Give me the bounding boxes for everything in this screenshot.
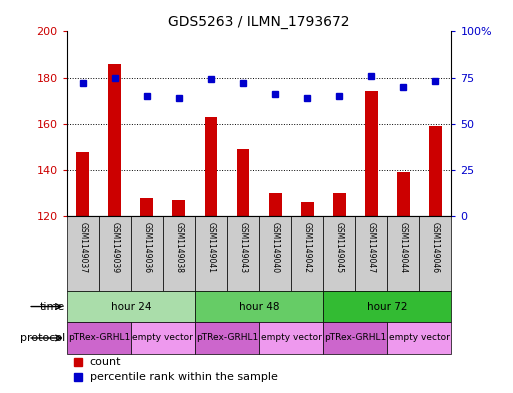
Text: GSM1149037: GSM1149037 — [78, 222, 87, 273]
Bar — [108, 64, 121, 216]
Text: GSM1149043: GSM1149043 — [239, 222, 248, 273]
Text: pTRex-GRHL1: pTRex-GRHL1 — [324, 334, 386, 342]
Bar — [355, 216, 387, 291]
Text: pTRex-GRHL1: pTRex-GRHL1 — [68, 334, 130, 342]
Bar — [323, 216, 355, 291]
Text: GSM1149039: GSM1149039 — [110, 222, 120, 273]
Text: GSM1149046: GSM1149046 — [431, 222, 440, 273]
Text: empty vector: empty vector — [132, 334, 193, 342]
Bar — [205, 117, 218, 216]
Text: GSM1149036: GSM1149036 — [142, 222, 151, 273]
Bar — [172, 200, 185, 216]
Text: percentile rank within the sample: percentile rank within the sample — [90, 372, 278, 382]
Bar — [227, 216, 259, 291]
Bar — [98, 216, 131, 291]
Bar — [387, 216, 419, 291]
Bar — [67, 291, 195, 322]
Bar — [195, 291, 323, 322]
Text: protocol: protocol — [19, 333, 65, 343]
Bar — [163, 216, 195, 291]
Bar — [323, 291, 451, 322]
Text: count: count — [90, 356, 121, 367]
Bar — [259, 216, 291, 291]
Text: GSM1149042: GSM1149042 — [303, 222, 312, 273]
Text: GSM1149045: GSM1149045 — [334, 222, 344, 273]
Bar — [365, 92, 378, 216]
Bar — [141, 198, 153, 216]
Bar — [67, 322, 131, 354]
Text: hour 24: hour 24 — [111, 301, 151, 312]
Bar — [195, 322, 259, 354]
Bar — [397, 172, 410, 216]
Bar — [67, 216, 98, 291]
Text: pTRex-GRHL1: pTRex-GRHL1 — [196, 334, 258, 342]
Bar — [269, 193, 282, 216]
Text: GSM1149044: GSM1149044 — [399, 222, 408, 273]
Text: GSM1149040: GSM1149040 — [270, 222, 280, 273]
Bar — [236, 149, 249, 216]
Bar — [291, 216, 323, 291]
Bar — [429, 126, 442, 216]
Bar — [195, 216, 227, 291]
Bar — [387, 322, 451, 354]
Text: time: time — [40, 301, 65, 312]
Text: GSM1149038: GSM1149038 — [174, 222, 184, 273]
Bar — [131, 322, 195, 354]
Text: hour 48: hour 48 — [239, 301, 279, 312]
Text: hour 72: hour 72 — [367, 301, 407, 312]
Bar — [131, 216, 163, 291]
Bar — [301, 202, 313, 216]
Bar — [333, 193, 346, 216]
Bar — [420, 216, 451, 291]
Text: GSM1149041: GSM1149041 — [206, 222, 215, 273]
Text: empty vector: empty vector — [261, 334, 322, 342]
Bar — [76, 151, 89, 216]
Bar — [323, 322, 387, 354]
Bar — [259, 322, 323, 354]
Text: GSM1149047: GSM1149047 — [367, 222, 376, 273]
Title: GDS5263 / ILMN_1793672: GDS5263 / ILMN_1793672 — [168, 15, 350, 29]
Text: empty vector: empty vector — [389, 334, 450, 342]
